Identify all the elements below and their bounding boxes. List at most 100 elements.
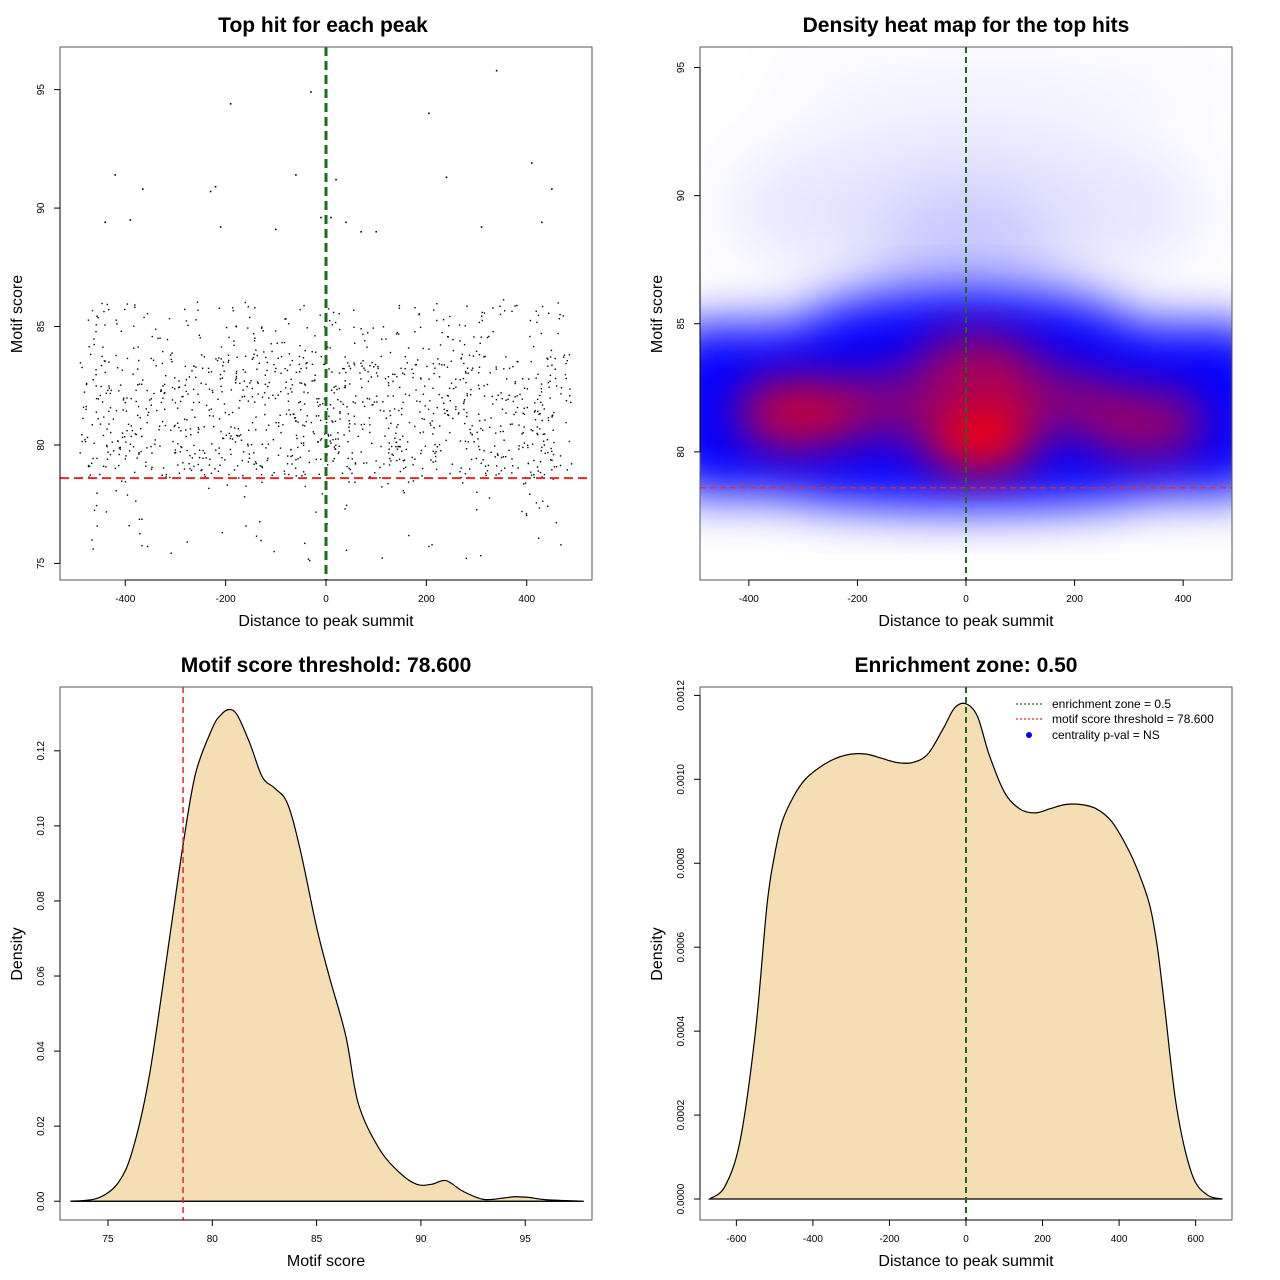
- scatter-point: [135, 400, 137, 403]
- scatter-point: [431, 420, 433, 422]
- scatter-point: [480, 427, 482, 430]
- scatter-point: [261, 396, 264, 398]
- scatter-point: [475, 457, 478, 460]
- scatter-point: [463, 422, 466, 425]
- scatter-point: [290, 378, 292, 381]
- scatter-point: [344, 384, 346, 387]
- scatter-point: [553, 466, 556, 468]
- scatter-point: [245, 485, 247, 487]
- scatter-point: [126, 494, 129, 496]
- scatter-point: [247, 400, 250, 402]
- scatter-point: [367, 332, 369, 334]
- scatter-point: [194, 416, 196, 418]
- scatter-point: [335, 178, 337, 181]
- scatter-point: [104, 371, 106, 374]
- scatter-point: [481, 315, 483, 317]
- scatter-point: [384, 377, 387, 380]
- scatter-point: [244, 301, 247, 304]
- scatter-point: [178, 386, 181, 388]
- scatter-point: [533, 476, 535, 479]
- scatter-point: [464, 325, 466, 327]
- scatter-point: [221, 391, 223, 393]
- x-axis-label: Distance to peak summit: [238, 613, 414, 630]
- scatter-point: [366, 397, 369, 400]
- scatter-point: [229, 448, 232, 451]
- scatter-point: [518, 448, 520, 450]
- scatter-point: [546, 357, 548, 359]
- scatter-point: [277, 421, 280, 424]
- scatter-point: [190, 469, 193, 472]
- scatter-point: [376, 401, 378, 403]
- scatter-point: [347, 457, 349, 460]
- scatter-point: [353, 342, 356, 344]
- scatter-point: [213, 425, 215, 428]
- scatter-point: [121, 432, 124, 434]
- scatter-point: [481, 311, 483, 314]
- scatter-point: [310, 421, 313, 424]
- scatter-point: [459, 340, 461, 342]
- scatter-point: [218, 447, 220, 449]
- scatter-point: [388, 442, 390, 444]
- scatter-point: [463, 400, 465, 403]
- scatter-point: [338, 313, 340, 315]
- scatter-point: [333, 392, 335, 394]
- scatter-point: [186, 419, 188, 421]
- scatter-point: [419, 326, 422, 329]
- scatter-point: [302, 357, 305, 359]
- y-axis: 80 85 90 95: [676, 62, 701, 457]
- scatter-point: [483, 356, 485, 358]
- scatter-point: [374, 472, 376, 474]
- scatter-point: [463, 362, 465, 365]
- scatter-point: [399, 438, 401, 441]
- scatter-point: [136, 457, 138, 459]
- scatter-point: [488, 335, 490, 338]
- scatter-point: [447, 414, 450, 417]
- scatter-point: [126, 357, 129, 360]
- scatter-point: [318, 473, 320, 476]
- scatter-point: [375, 460, 377, 462]
- scatter-point: [83, 391, 86, 393]
- scatter-point: [195, 319, 197, 321]
- scatter-point: [466, 415, 468, 418]
- scatter-point: [137, 346, 139, 348]
- scatter-point: [497, 394, 499, 396]
- scatter-point: [467, 372, 469, 375]
- scatter-point: [280, 355, 283, 358]
- scatter-point: [463, 408, 465, 411]
- scatter-point: [361, 386, 363, 389]
- scatter-point: [449, 472, 451, 475]
- scatter-point: [466, 367, 469, 369]
- scatter-point: [261, 326, 263, 328]
- scatter-point: [353, 364, 356, 366]
- scatter-point: [151, 335, 153, 338]
- scatter-point: [97, 316, 99, 319]
- scatter-point: [208, 371, 210, 373]
- scatter-point: [238, 435, 240, 437]
- scatter-point: [514, 381, 517, 383]
- scatter-point: [428, 112, 430, 115]
- scatter-point: [290, 448, 292, 451]
- scatter-point: [181, 395, 183, 398]
- scatter-point: [371, 361, 373, 364]
- scatter-point: [81, 366, 83, 369]
- scatter-point: [143, 316, 145, 319]
- scatter-point: [495, 69, 498, 72]
- scatter-point: [193, 465, 195, 468]
- scatter-point: [408, 394, 410, 397]
- scatter-point: [146, 313, 149, 315]
- scatter-point: [377, 365, 379, 368]
- scatter-point: [354, 423, 356, 425]
- scatter-point: [255, 535, 258, 537]
- scatter-point: [344, 508, 346, 510]
- scatter-point: [155, 365, 157, 367]
- scatter-point: [469, 432, 472, 434]
- scatter-point: [280, 431, 282, 434]
- scatter-point: [264, 383, 267, 386]
- scatter-point: [317, 405, 320, 407]
- scatter-point: [554, 357, 556, 360]
- scatter-point: [368, 417, 371, 419]
- scatter-point: [108, 410, 110, 413]
- scatter-point: [530, 162, 533, 164]
- scatter-point: [113, 450, 115, 452]
- scatter-point: [364, 340, 366, 342]
